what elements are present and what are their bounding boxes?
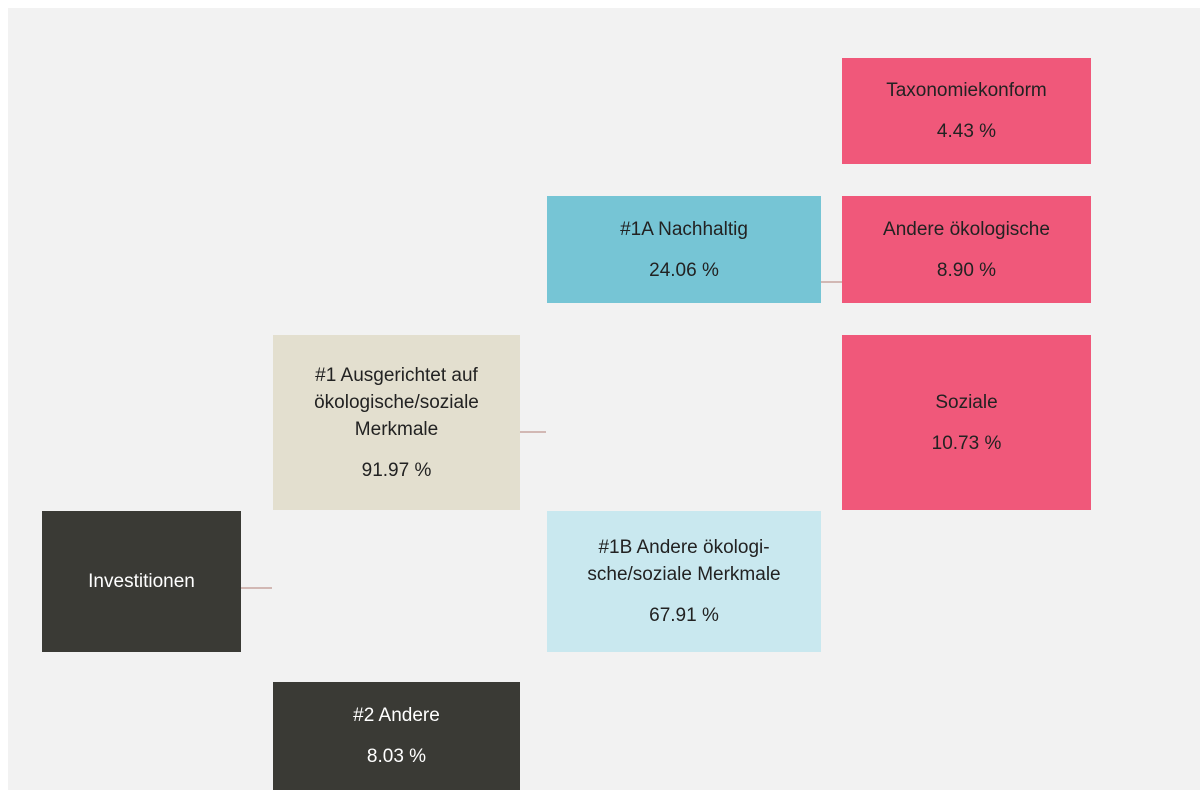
node-box: #1B Andere ökologi-sche/soziale Merkmale… — [547, 511, 821, 652]
node-box: #2 Andere 8.03 % — [273, 682, 520, 790]
node-box: Andere ökologische 8.90 % — [842, 196, 1091, 303]
node-label: sche/soziale Merkmale — [587, 564, 781, 585]
node-label: ökologische/soziale — [314, 391, 479, 413]
node-label: #1A Nachhaltig — [620, 218, 748, 240]
node-box: #1A Nachhaltig 24.06 % — [547, 196, 821, 303]
node-label: Soziale — [935, 391, 998, 413]
node-label: Taxonomiekonform — [886, 80, 1047, 101]
node-box: Investitionen — [42, 511, 241, 652]
node-value: 91.97 % — [361, 459, 432, 481]
node-label: #2 Andere — [353, 705, 440, 726]
connector-ticks — [241, 281, 842, 589]
node-label: Andere ökologische — [883, 218, 1050, 240]
node-box: #1 Ausgerichtet auf ökologische/soziale Me… — [273, 335, 520, 510]
node-label: #1 Ausgerichtet auf — [315, 364, 478, 386]
connector-lines — [260, 108, 834, 752]
node-value: 4.43 % — [936, 121, 997, 142]
node-label: Investitionen — [88, 571, 195, 592]
node-value: 67.91 % — [649, 605, 719, 626]
node-value: 10.73 % — [931, 432, 1002, 454]
node-label: Merkmale — [354, 418, 439, 440]
node-value: 8.03 % — [366, 746, 427, 767]
node-box: Taxonomiekonform 4.43 % — [842, 58, 1091, 164]
node-label: #1B Andere ökologi- — [598, 537, 770, 558]
node-value: 24.06 % — [649, 259, 719, 281]
node-value: 8.90 % — [936, 259, 997, 281]
node-box: Soziale 10.73 % — [842, 335, 1091, 510]
